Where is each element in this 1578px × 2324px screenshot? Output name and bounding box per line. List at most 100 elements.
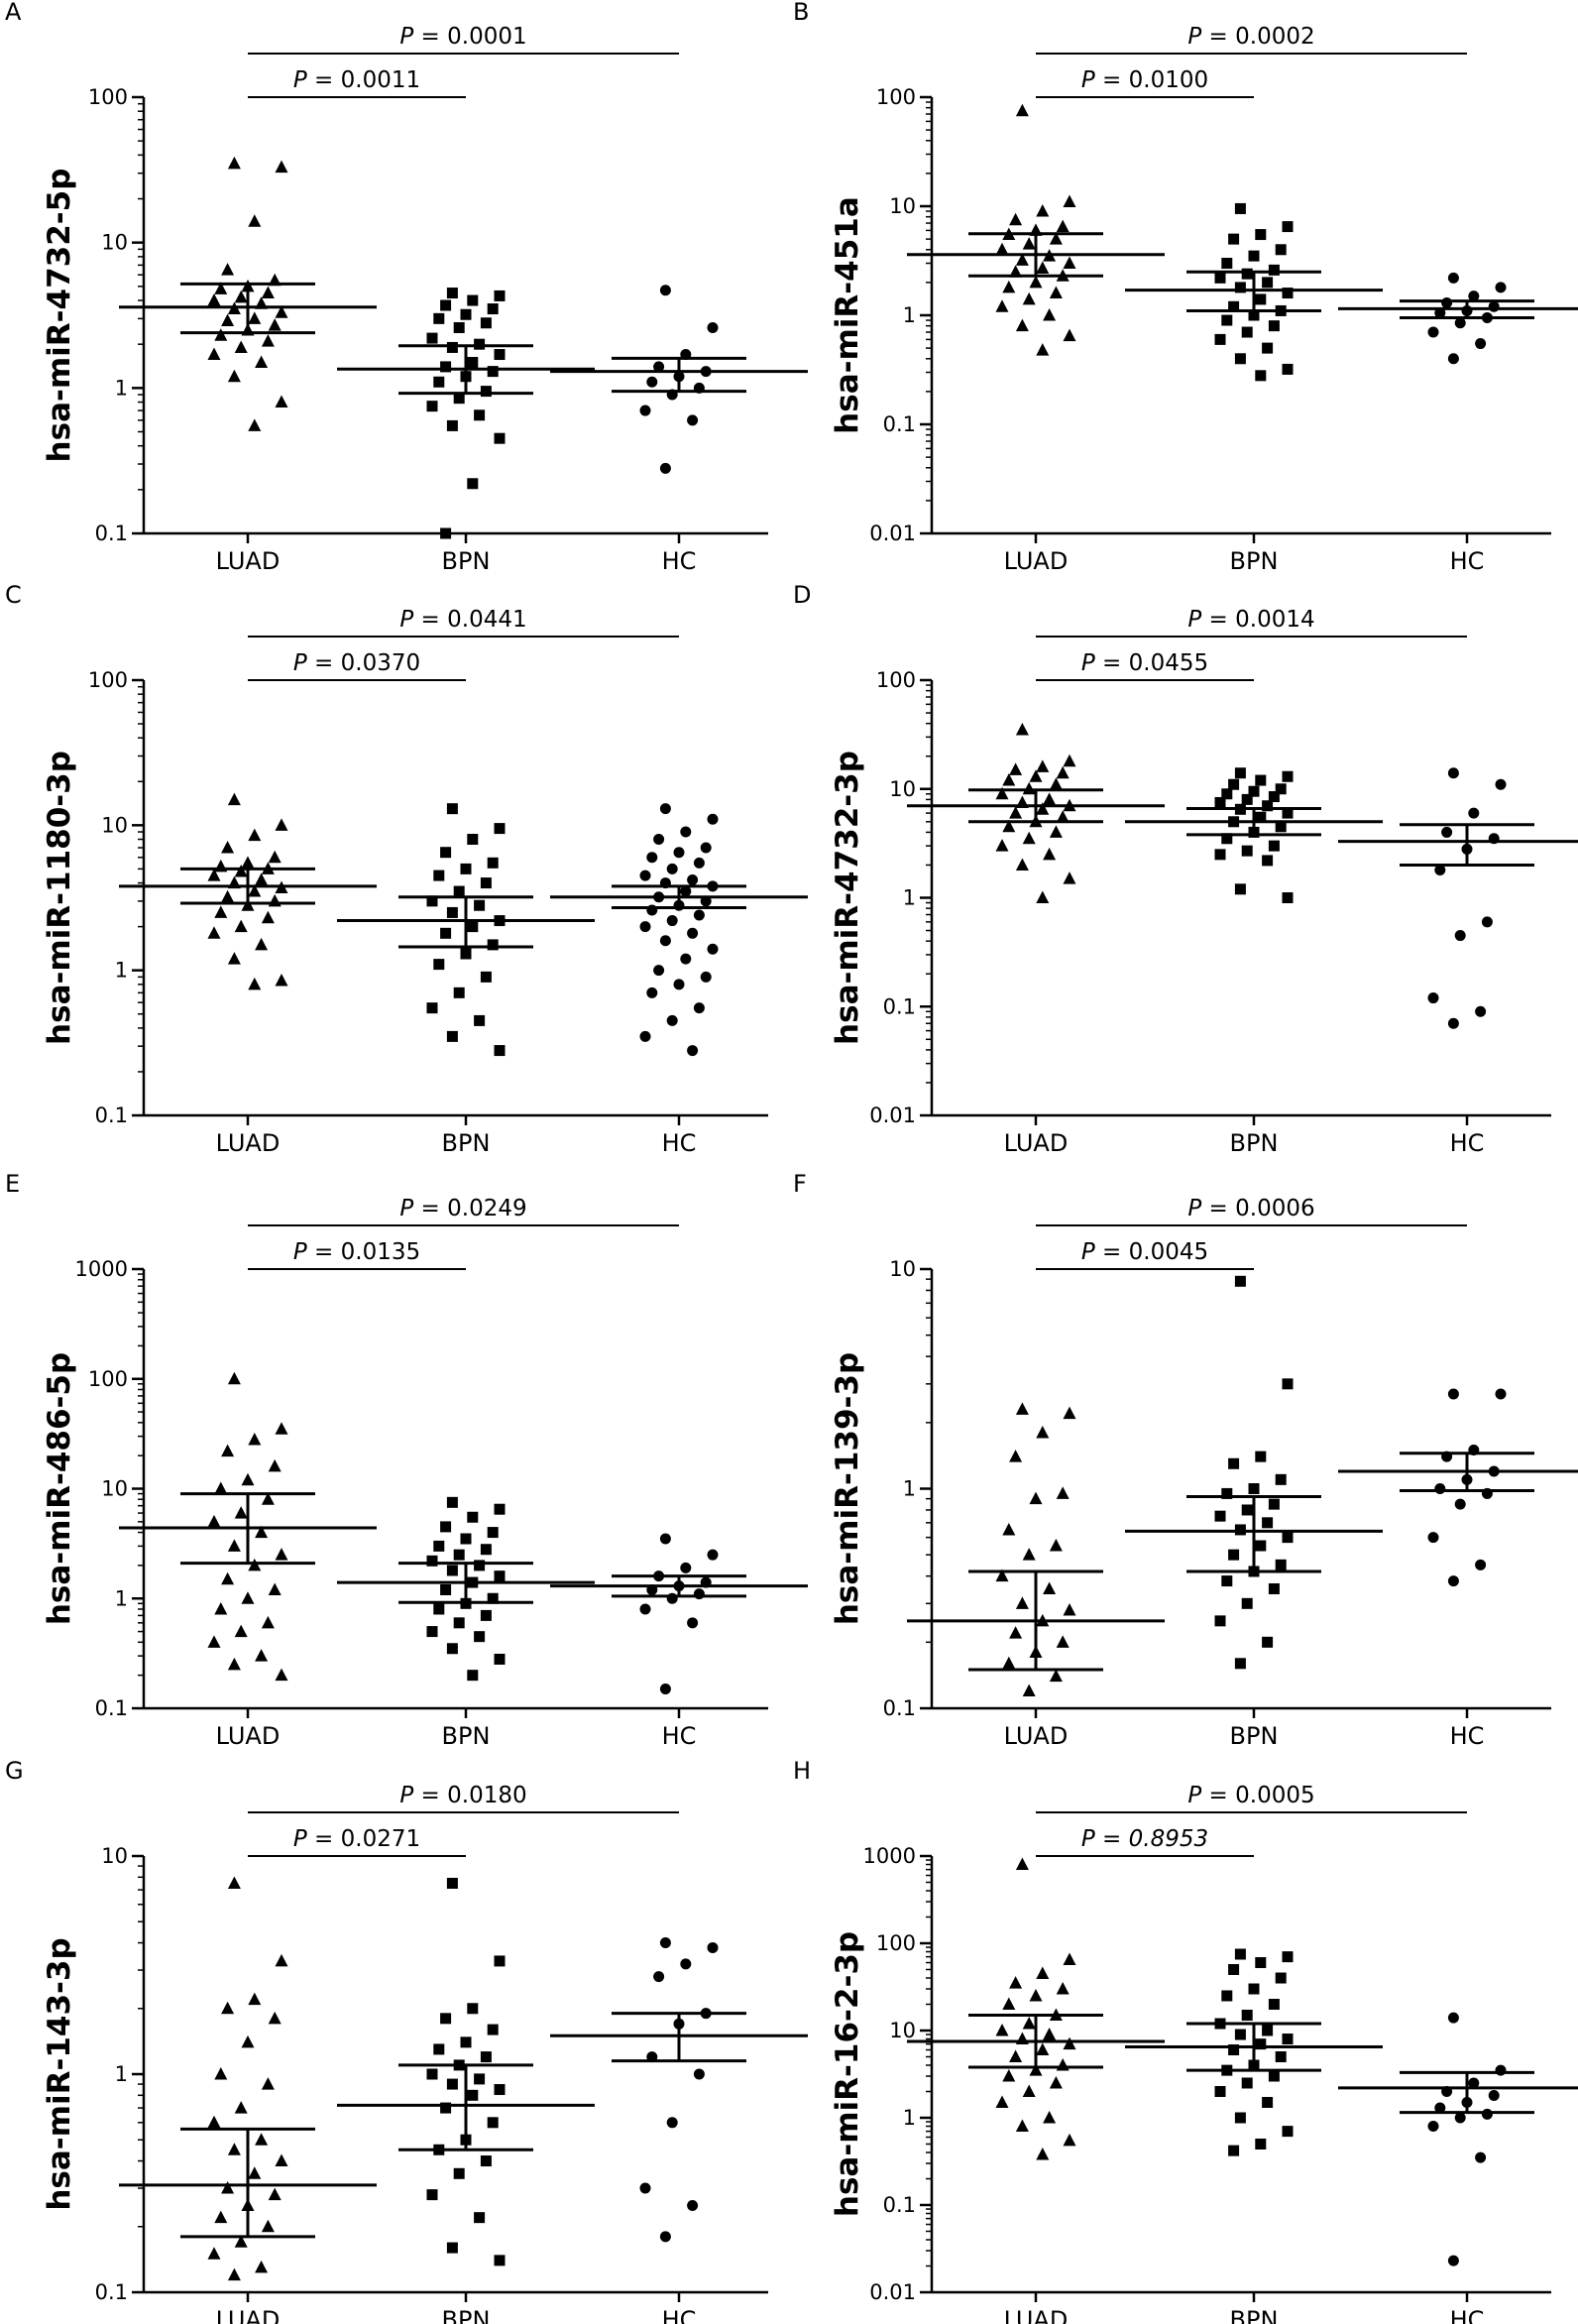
data-point xyxy=(1029,1988,1043,2002)
x-tick-label: BPN xyxy=(442,1129,491,1157)
data-point xyxy=(474,1560,486,1571)
data-point xyxy=(659,1937,671,1949)
p-value-label-2: P = 0.0014 xyxy=(1187,607,1314,633)
data-point xyxy=(687,927,699,939)
data-point xyxy=(1063,328,1076,342)
data-point xyxy=(1268,320,1280,332)
series-bpn xyxy=(337,1877,595,2266)
y-tick-label: 1 xyxy=(903,886,916,910)
data-point xyxy=(1262,800,1274,812)
data-point xyxy=(494,290,506,301)
data-point xyxy=(693,2068,705,2080)
data-point xyxy=(227,952,241,965)
data-point xyxy=(659,803,671,815)
data-point xyxy=(241,2034,255,2048)
data-point xyxy=(639,1030,651,1042)
data-point xyxy=(227,2143,241,2155)
data-point xyxy=(639,921,651,933)
data-point xyxy=(467,834,479,846)
data-point xyxy=(1009,1450,1023,1462)
data-point xyxy=(261,910,275,924)
x-tick-label: LUAD xyxy=(1004,2306,1069,2324)
panel-D: D hsa-miR-4732-3p P = 0.0455 P = 0.0014 … xyxy=(793,581,1578,1157)
x-tick-label: HC xyxy=(1450,1129,1485,1157)
data-point xyxy=(440,299,452,311)
data-point xyxy=(1228,778,1240,790)
data-point xyxy=(255,872,269,885)
data-point xyxy=(268,2011,282,2025)
data-point xyxy=(221,1571,235,1585)
data-point xyxy=(487,1527,499,1539)
data-point xyxy=(248,311,262,324)
data-point xyxy=(241,1472,255,1486)
data-point xyxy=(1275,2050,1287,2062)
y-tick-label: 10 xyxy=(889,194,916,218)
data-point xyxy=(1214,272,1226,284)
data-point xyxy=(1241,2010,1253,2022)
data-point xyxy=(275,1668,288,1682)
y-tick-label: 10 xyxy=(101,231,128,255)
data-point xyxy=(1234,1658,1246,1670)
data-point xyxy=(1268,790,1280,802)
panel-A: A hsa-miR-4732-5p P = 0.0011 P = 0.0001 … xyxy=(5,0,808,575)
data-point xyxy=(1049,1539,1063,1552)
data-point xyxy=(1262,1517,1274,1529)
data-point xyxy=(1268,2070,1280,2082)
data-point xyxy=(261,334,275,347)
x-tick-label: BPN xyxy=(1230,547,1279,575)
data-point xyxy=(248,2166,262,2179)
data-point xyxy=(1029,2063,1043,2076)
data-point xyxy=(1063,2036,1076,2050)
data-point xyxy=(995,299,1009,312)
x-tick-label: HC xyxy=(1450,547,1485,575)
data-point xyxy=(227,2267,241,2281)
data-point xyxy=(1009,212,1023,226)
data-point xyxy=(227,792,241,806)
data-point xyxy=(426,332,438,344)
data-point xyxy=(234,2101,248,2114)
series-hc xyxy=(1338,272,1578,365)
data-point xyxy=(1056,1486,1070,1499)
data-point xyxy=(1221,258,1233,270)
data-point xyxy=(1248,785,1260,797)
p-value-label-2: P = 0.0001 xyxy=(399,24,526,50)
p-value-label-1: P = 0.0011 xyxy=(293,67,420,93)
x-tick-label: BPN xyxy=(1230,2306,1279,2324)
data-point xyxy=(1495,1388,1507,1400)
data-point xyxy=(207,926,221,939)
data-point xyxy=(1214,796,1226,808)
p-value-label-1: P = 0.0135 xyxy=(293,1239,420,1265)
y-axis-label: hsa-miR-4732-5p xyxy=(42,169,77,463)
data-point xyxy=(1029,275,1043,289)
data-point xyxy=(680,826,692,838)
data-point xyxy=(1481,2108,1493,2120)
x-tick-label: HC xyxy=(662,1722,697,1750)
data-point xyxy=(1248,250,1260,262)
data-point xyxy=(446,1565,458,1576)
data-point xyxy=(673,979,685,990)
data-point xyxy=(1029,769,1043,782)
data-point xyxy=(1282,892,1294,903)
y-tick-label: 0.1 xyxy=(95,1104,128,1127)
data-point xyxy=(1228,233,1240,245)
data-point xyxy=(248,214,262,227)
data-point xyxy=(467,1670,479,1682)
data-point xyxy=(1475,1559,1487,1570)
data-point xyxy=(653,834,665,846)
y-tick-label: 0.1 xyxy=(95,522,128,545)
data-point xyxy=(426,1626,438,1638)
data-point xyxy=(268,1458,282,1472)
data-point xyxy=(1447,353,1459,365)
data-point xyxy=(1234,2112,1246,2124)
series-hc xyxy=(1338,1388,1578,1587)
series-hc xyxy=(550,803,808,1057)
data-point xyxy=(1282,1378,1294,1390)
data-point xyxy=(1002,1656,1016,1670)
data-point xyxy=(693,857,705,869)
data-point xyxy=(1043,847,1057,861)
data-point xyxy=(255,355,269,369)
series-luad xyxy=(119,792,377,990)
series-luad xyxy=(119,156,377,431)
data-point xyxy=(1262,1636,1274,1648)
data-point xyxy=(261,2219,275,2233)
